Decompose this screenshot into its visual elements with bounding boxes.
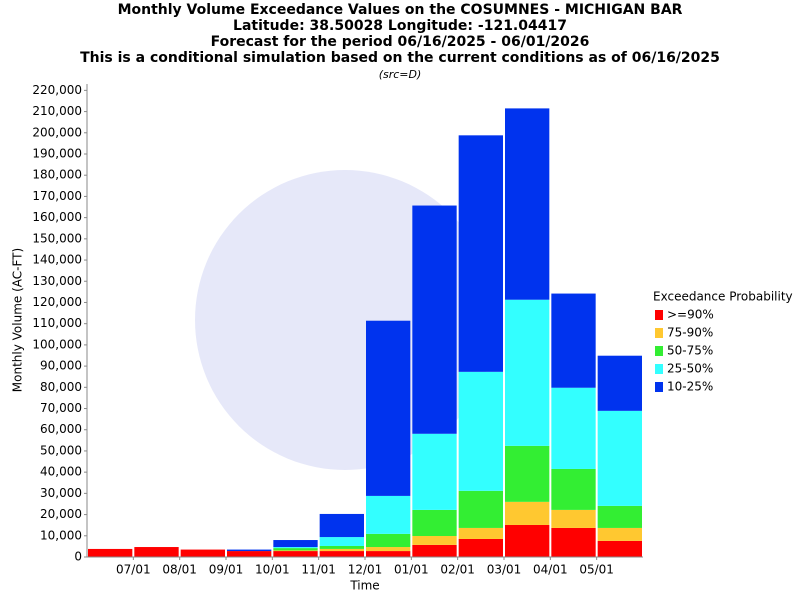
bar-segment	[366, 547, 411, 552]
y-tick-label: 90,000	[40, 359, 82, 373]
bar-segment	[88, 548, 133, 557]
bar-segment	[412, 536, 457, 545]
bar-segment	[273, 547, 318, 549]
bar-segment	[273, 540, 318, 548]
y-tick-label: 170,000	[32, 189, 82, 203]
y-tick-label: 150,000	[32, 231, 82, 245]
y-tick-label: 10,000	[40, 528, 82, 542]
bar-segment	[458, 490, 503, 528]
bar-segment	[412, 205, 457, 434]
x-axis-label: Time	[349, 579, 379, 593]
x-tick-label: 07/01	[116, 563, 151, 577]
chart-title: Latitude: 38.50028 Longitude: -121.04417	[233, 18, 567, 34]
legend-swatch	[655, 364, 663, 374]
y-tick-label: 70,000	[40, 401, 82, 415]
bar-segment	[366, 320, 411, 496]
bar-segment	[505, 299, 550, 446]
y-tick-label: 210,000	[32, 104, 82, 118]
y-tick-label: 80,000	[40, 380, 82, 394]
legend-label: 50-75%	[667, 344, 713, 358]
bar-segment	[366, 533, 411, 548]
bar-segment	[597, 540, 642, 557]
x-tick-label: 09/01	[209, 563, 244, 577]
bar-segment	[551, 387, 596, 469]
bar-segment	[227, 549, 272, 552]
legend-swatch	[655, 328, 663, 338]
bar-segment	[273, 548, 318, 551]
bar-segment	[412, 544, 457, 557]
y-tick-label: 100,000	[32, 337, 82, 351]
bar-segment	[319, 551, 364, 557]
bar-segment	[458, 135, 503, 372]
x-tick-label: 11/01	[301, 563, 336, 577]
x-tick-label: 01/01	[394, 563, 429, 577]
y-tick-label: 200,000	[32, 125, 82, 139]
bar-segment	[597, 527, 642, 541]
y-tick-label: 110,000	[32, 316, 82, 330]
legend-title: Exceedance Probability	[653, 290, 793, 304]
y-tick-label: 120,000	[32, 295, 82, 309]
bar-segment	[505, 108, 550, 300]
legend-label: 75-90%	[667, 326, 713, 340]
y-tick-label: 50,000	[40, 443, 82, 457]
x-tick-label: 05/01	[579, 563, 614, 577]
y-tick-label: 160,000	[32, 210, 82, 224]
bar-segment	[273, 550, 318, 552]
bar-segment	[505, 445, 550, 502]
bar-segment	[412, 433, 457, 510]
bar-segment	[597, 355, 642, 411]
y-tick-label: 180,000	[32, 168, 82, 182]
bar-segment	[551, 293, 596, 388]
bar-segment	[597, 410, 642, 506]
bar-segment	[551, 527, 596, 557]
bar-segment	[505, 501, 550, 525]
bar-segment	[551, 509, 596, 528]
bar-segment	[458, 371, 503, 491]
bar-segment	[505, 524, 550, 557]
subtitle: (src=D)	[379, 68, 422, 81]
bar-segment	[319, 537, 364, 546]
x-tick-label: 04/01	[533, 563, 568, 577]
bar-segment	[319, 513, 364, 538]
bar-segment	[319, 545, 364, 549]
bar-segment	[273, 551, 318, 557]
x-tick-label: 02/01	[440, 563, 475, 577]
bar-segment	[551, 468, 596, 510]
bar-segment	[412, 509, 457, 537]
y-tick-label: 30,000	[40, 486, 82, 500]
bar-segment	[597, 505, 642, 528]
x-tick-label: 10/01	[255, 563, 290, 577]
x-tick-label: 12/01	[348, 563, 383, 577]
y-tick-label: 20,000	[40, 507, 82, 521]
legend-swatch	[655, 346, 663, 356]
y-tick-label: 190,000	[32, 146, 82, 160]
legend-label: >=90%	[667, 308, 714, 322]
y-tick-label: 60,000	[40, 422, 82, 436]
bar-segment	[134, 547, 179, 557]
x-tick-label: 03/01	[487, 563, 522, 577]
bar-segment	[319, 548, 364, 552]
bar-segment	[227, 551, 272, 557]
y-tick-label: 40,000	[40, 465, 82, 479]
bar-segment	[458, 538, 503, 557]
chart-title: This is a conditional simulation based o…	[80, 50, 720, 66]
y-tick-label: 130,000	[32, 274, 82, 288]
chart-title: Forecast for the period 06/16/2025 - 06/…	[211, 34, 590, 50]
y-tick-label: 140,000	[32, 253, 82, 267]
y-axis-label: Monthly Volume (AC-FT)	[11, 248, 25, 392]
bar-segment	[458, 527, 503, 539]
legend-swatch	[655, 310, 663, 320]
legend-label: 10-25%	[667, 380, 713, 394]
bar-segment	[180, 549, 225, 557]
bar-segment	[366, 551, 411, 557]
bar-segment	[366, 495, 411, 534]
legend-swatch	[655, 382, 663, 392]
y-tick-label: 220,000	[32, 83, 82, 97]
chart-title: Monthly Volume Exceedance Values on the …	[118, 2, 683, 18]
y-tick-label: 0	[74, 550, 82, 564]
legend-label: 25-50%	[667, 362, 713, 376]
x-tick-label: 08/01	[162, 563, 197, 577]
